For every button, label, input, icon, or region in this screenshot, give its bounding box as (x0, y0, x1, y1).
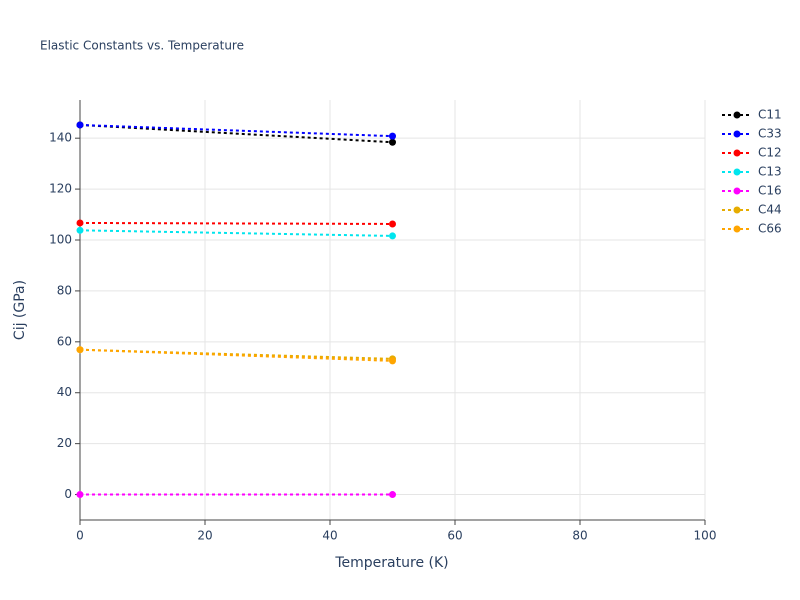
data-point (389, 491, 396, 499)
legend-marker (733, 149, 741, 157)
y-tick-label: 40 (57, 385, 72, 399)
x-tick-label: 20 (197, 529, 212, 543)
legend-marker (733, 168, 741, 176)
data-point (389, 357, 396, 365)
x-tick-label: 40 (322, 529, 337, 543)
y-tick-label: 100 (49, 233, 72, 247)
legend-label: C33 (758, 127, 782, 141)
data-point (76, 226, 84, 234)
y-tick-label: 20 (57, 436, 72, 450)
y-tick-label: 140 (49, 131, 72, 145)
series-line (79, 123, 393, 138)
y-axis-label: Cij (GPa) (12, 280, 28, 340)
series-line (79, 348, 393, 360)
data-point (76, 121, 84, 129)
x-tick-label: 0 (76, 529, 84, 543)
y-tick-label: 60 (57, 334, 72, 348)
series-line (79, 348, 393, 362)
legend-label: C16 (758, 184, 782, 198)
y-tick-label: 80 (57, 283, 72, 297)
legend-marker (733, 206, 741, 214)
legend-marker (733, 130, 741, 138)
data-point (389, 132, 396, 140)
series-line (79, 123, 393, 144)
legend-marker (733, 187, 741, 195)
data-point (389, 232, 396, 240)
data-point (389, 138, 396, 146)
data-point (76, 491, 84, 499)
y-tick-label: 0 (64, 487, 72, 501)
legend-marker (733, 225, 741, 233)
series-line (79, 221, 393, 225)
x-tick-label: 60 (447, 529, 462, 543)
data-point (76, 346, 84, 354)
legend-label: C12 (758, 146, 782, 160)
x-axis-label: Temperature (K) (334, 555, 448, 571)
x-tick-label: 100 (694, 529, 717, 543)
series-line (79, 229, 393, 237)
legend-label: C11 (758, 108, 782, 122)
data-point (389, 220, 396, 228)
data-point (76, 219, 84, 227)
x-tick-label: 80 (572, 529, 587, 543)
y-tick-label: 120 (49, 182, 72, 196)
legend-label: C44 (758, 203, 782, 217)
legend-label: C66 (758, 222, 782, 236)
legend-label: C13 (758, 165, 782, 179)
chart-title: Elastic Constants vs. Temperature (40, 39, 244, 53)
legend-marker (733, 111, 741, 119)
